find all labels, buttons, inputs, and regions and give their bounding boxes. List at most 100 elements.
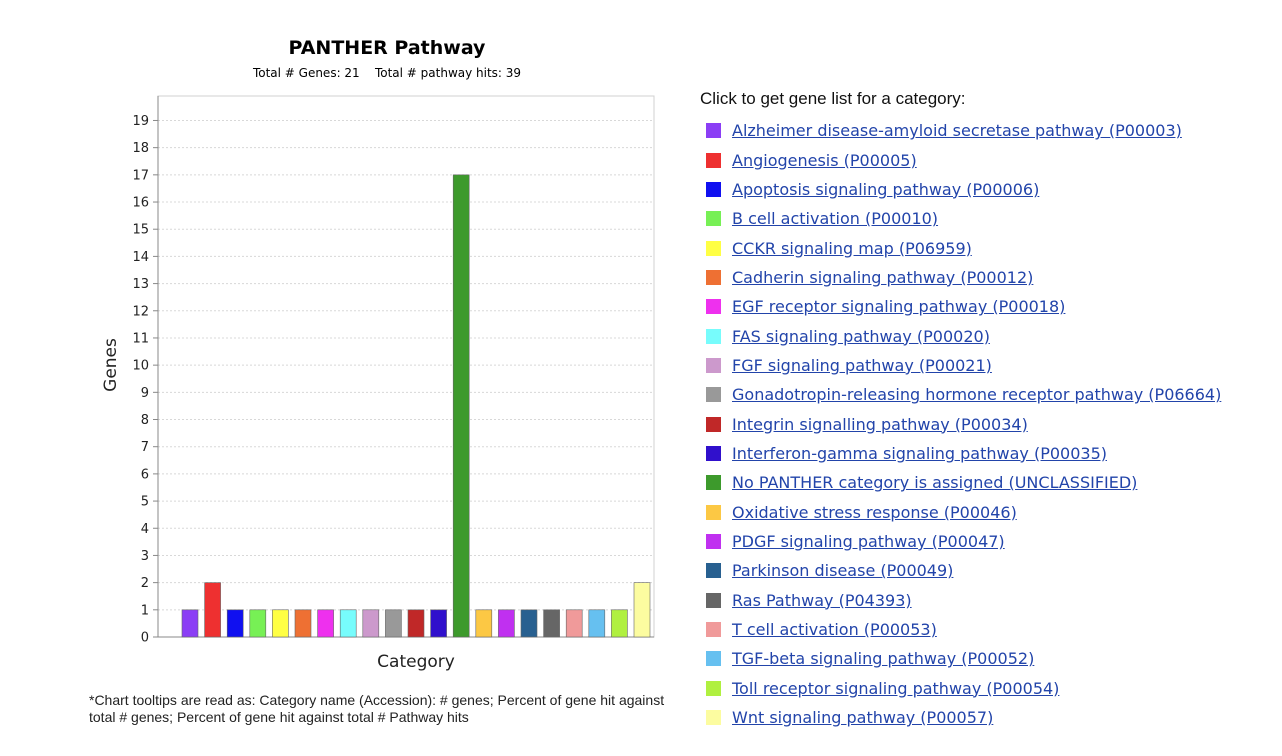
bar: Wnt signaling pathway (P00057): 2	[633, 582, 651, 638]
legend-swatch	[706, 152, 721, 168]
bar: Apoptosis signaling pathway (P00006): 1	[226, 609, 244, 638]
category-link[interactable]: B cell activation (P00010)	[732, 209, 939, 229]
bar: Integrin signalling pathway (P00034): 1	[407, 609, 425, 638]
legend-swatch	[706, 328, 721, 344]
y-tick-label: 12	[132, 304, 149, 319]
bar: Oxidative stress response (P00046): 1	[475, 609, 493, 638]
legend-swatch	[706, 445, 721, 461]
y-tick-label: 10	[132, 359, 149, 374]
legend-swatch	[706, 181, 721, 197]
y-tick-label: 6	[141, 467, 149, 482]
category-link[interactable]: Apoptosis signaling pathway (P00006)	[732, 179, 1040, 199]
y-tick-label: 7	[141, 440, 149, 455]
y-tick-label: 4	[141, 522, 149, 537]
legend-item: Ras Pathway (P04393)	[706, 586, 1221, 615]
bar: TGF-beta signaling pathway (P00052): 1	[588, 609, 606, 638]
category-link[interactable]: Interferon-gamma signaling pathway (P000…	[732, 443, 1107, 463]
y-axis-label: Genes	[101, 338, 121, 392]
legend-item: FGF signaling pathway (P00021)	[706, 351, 1221, 380]
legend-item: Toll receptor signaling pathway (P00054)	[706, 674, 1221, 703]
y-tick-label: 0	[141, 631, 149, 646]
legend-swatch	[706, 416, 721, 432]
legend-heading: Click to get gene list for a category:	[700, 89, 966, 108]
bar: Angiogenesis (P00005): 2	[204, 582, 221, 638]
legend-swatch	[706, 211, 721, 227]
legend-swatch	[706, 622, 721, 638]
y-tick-label: 18	[132, 141, 149, 156]
category-link[interactable]: TGF-beta signaling pathway (P00052)	[732, 649, 1035, 669]
category-link[interactable]: Angiogenesis (P00005)	[732, 150, 917, 170]
legend-item: Interferon-gamma signaling pathway (P000…	[706, 439, 1221, 468]
bar: Alzheimer disease-amyloid secretase path…	[181, 609, 199, 638]
legend-swatch	[706, 269, 721, 285]
legend-swatch	[706, 533, 721, 549]
legend-swatch	[706, 387, 721, 403]
legend-swatch	[706, 504, 721, 520]
category-link[interactable]: Toll receptor signaling pathway (P00054)	[732, 678, 1060, 698]
y-tick-label: 19	[132, 114, 149, 129]
legend-item: Alzheimer disease-amyloid secretase path…	[706, 116, 1221, 145]
category-link[interactable]: Alzheimer disease-amyloid secretase path…	[732, 121, 1182, 141]
category-link[interactable]: T cell activation (P00053)	[732, 620, 937, 640]
legend-item: Apoptosis signaling pathway (P00006)	[706, 175, 1221, 204]
category-link[interactable]: PDGF signaling pathway (P00047)	[732, 531, 1005, 551]
bar: Gonadotropin-releasing hormone receptor …	[385, 609, 402, 638]
bar-chart: 012345678910111213141516171819Alzheimer …	[101, 95, 655, 672]
category-link[interactable]: Ras Pathway (P04393)	[732, 590, 912, 610]
category-link[interactable]: Oxidative stress response (P00046)	[732, 502, 1017, 522]
legend-swatch	[706, 357, 721, 373]
y-tick-label: 2	[141, 576, 149, 591]
chart-footnote: *Chart tooltips are read as: Category na…	[89, 692, 665, 725]
legend-item: CCKR signaling map (P06959)	[706, 233, 1221, 262]
category-link[interactable]: CCKR signaling map (P06959)	[732, 238, 972, 258]
category-link[interactable]: FGF signaling pathway (P00021)	[732, 355, 992, 375]
category-link[interactable]: No PANTHER category is assigned (UNCLASS…	[732, 473, 1138, 493]
legend-swatch	[706, 240, 721, 256]
legend-swatch	[706, 563, 721, 579]
chart-title: PANTHER Pathway	[288, 37, 486, 59]
bar: Parkinson disease (P00049): 1	[520, 609, 538, 638]
y-tick-label: 11	[132, 331, 149, 346]
bar: FGF signaling pathway (P00021): 1	[362, 609, 380, 638]
category-link[interactable]: Parkinson disease (P00049)	[732, 561, 954, 581]
bar: B cell activation (P00010): 1	[249, 609, 267, 638]
category-link[interactable]: Wnt signaling pathway (P00057)	[732, 708, 994, 728]
bar: PDGF signaling pathway (P00047): 1	[498, 609, 515, 638]
legend-swatch	[706, 680, 721, 696]
legend-swatch	[706, 299, 721, 315]
category-link[interactable]: Integrin signalling pathway (P00034)	[732, 414, 1028, 434]
legend-swatch	[706, 123, 721, 139]
legend-item: Parkinson disease (P00049)	[706, 556, 1221, 585]
bar: No PANTHER category is assigned (UNCLASS…	[452, 174, 470, 638]
y-tick-label: 8	[141, 413, 149, 428]
bar: FAS signaling pathway (P00020): 1	[339, 609, 357, 638]
y-tick-label: 1	[141, 603, 149, 618]
legend-item: TGF-beta signaling pathway (P00052)	[706, 644, 1221, 673]
bar: CCKR signaling map (P06959): 1	[272, 609, 289, 638]
legend-swatch	[706, 651, 721, 667]
category-link[interactable]: Gonadotropin-releasing hormone receptor …	[732, 385, 1222, 405]
bar: EGF receptor signaling pathway (P00018):…	[317, 609, 334, 638]
legend-item: EGF receptor signaling pathway (P00018)	[706, 292, 1221, 321]
category-link[interactable]: Cadherin signaling pathway (P00012)	[732, 267, 1034, 287]
legend-swatch	[706, 475, 721, 491]
plot-area	[157, 95, 655, 638]
legend-item: FAS signaling pathway (P00020)	[706, 321, 1221, 350]
legend-item: Cadherin signaling pathway (P00012)	[706, 263, 1221, 292]
legend-item: Gonadotropin-releasing hormone receptor …	[706, 380, 1221, 409]
legend-item: PDGF signaling pathway (P00047)	[706, 527, 1221, 556]
bar: Toll receptor signaling pathway (P00054)…	[611, 609, 628, 638]
legend-item: Wnt signaling pathway (P00057)	[706, 703, 1221, 732]
legend-item: Integrin signalling pathway (P00034)	[706, 409, 1221, 438]
y-tick-label: 13	[132, 277, 149, 292]
legend-item: Angiogenesis (P00005)	[706, 145, 1221, 174]
legend-item: B cell activation (P00010)	[706, 204, 1221, 233]
y-tick-label: 5	[141, 495, 149, 510]
bar: Ras Pathway (P04393): 1	[543, 609, 560, 638]
legend-swatch	[706, 710, 721, 726]
chart-subtitle: Total # Genes: 21 Total # pathway hits: …	[252, 66, 522, 80]
bar: Cadherin signaling pathway (P00012): 1	[294, 609, 312, 638]
category-link[interactable]: FAS signaling pathway (P00020)	[732, 326, 990, 346]
category-link[interactable]: EGF receptor signaling pathway (P00018)	[732, 297, 1066, 317]
